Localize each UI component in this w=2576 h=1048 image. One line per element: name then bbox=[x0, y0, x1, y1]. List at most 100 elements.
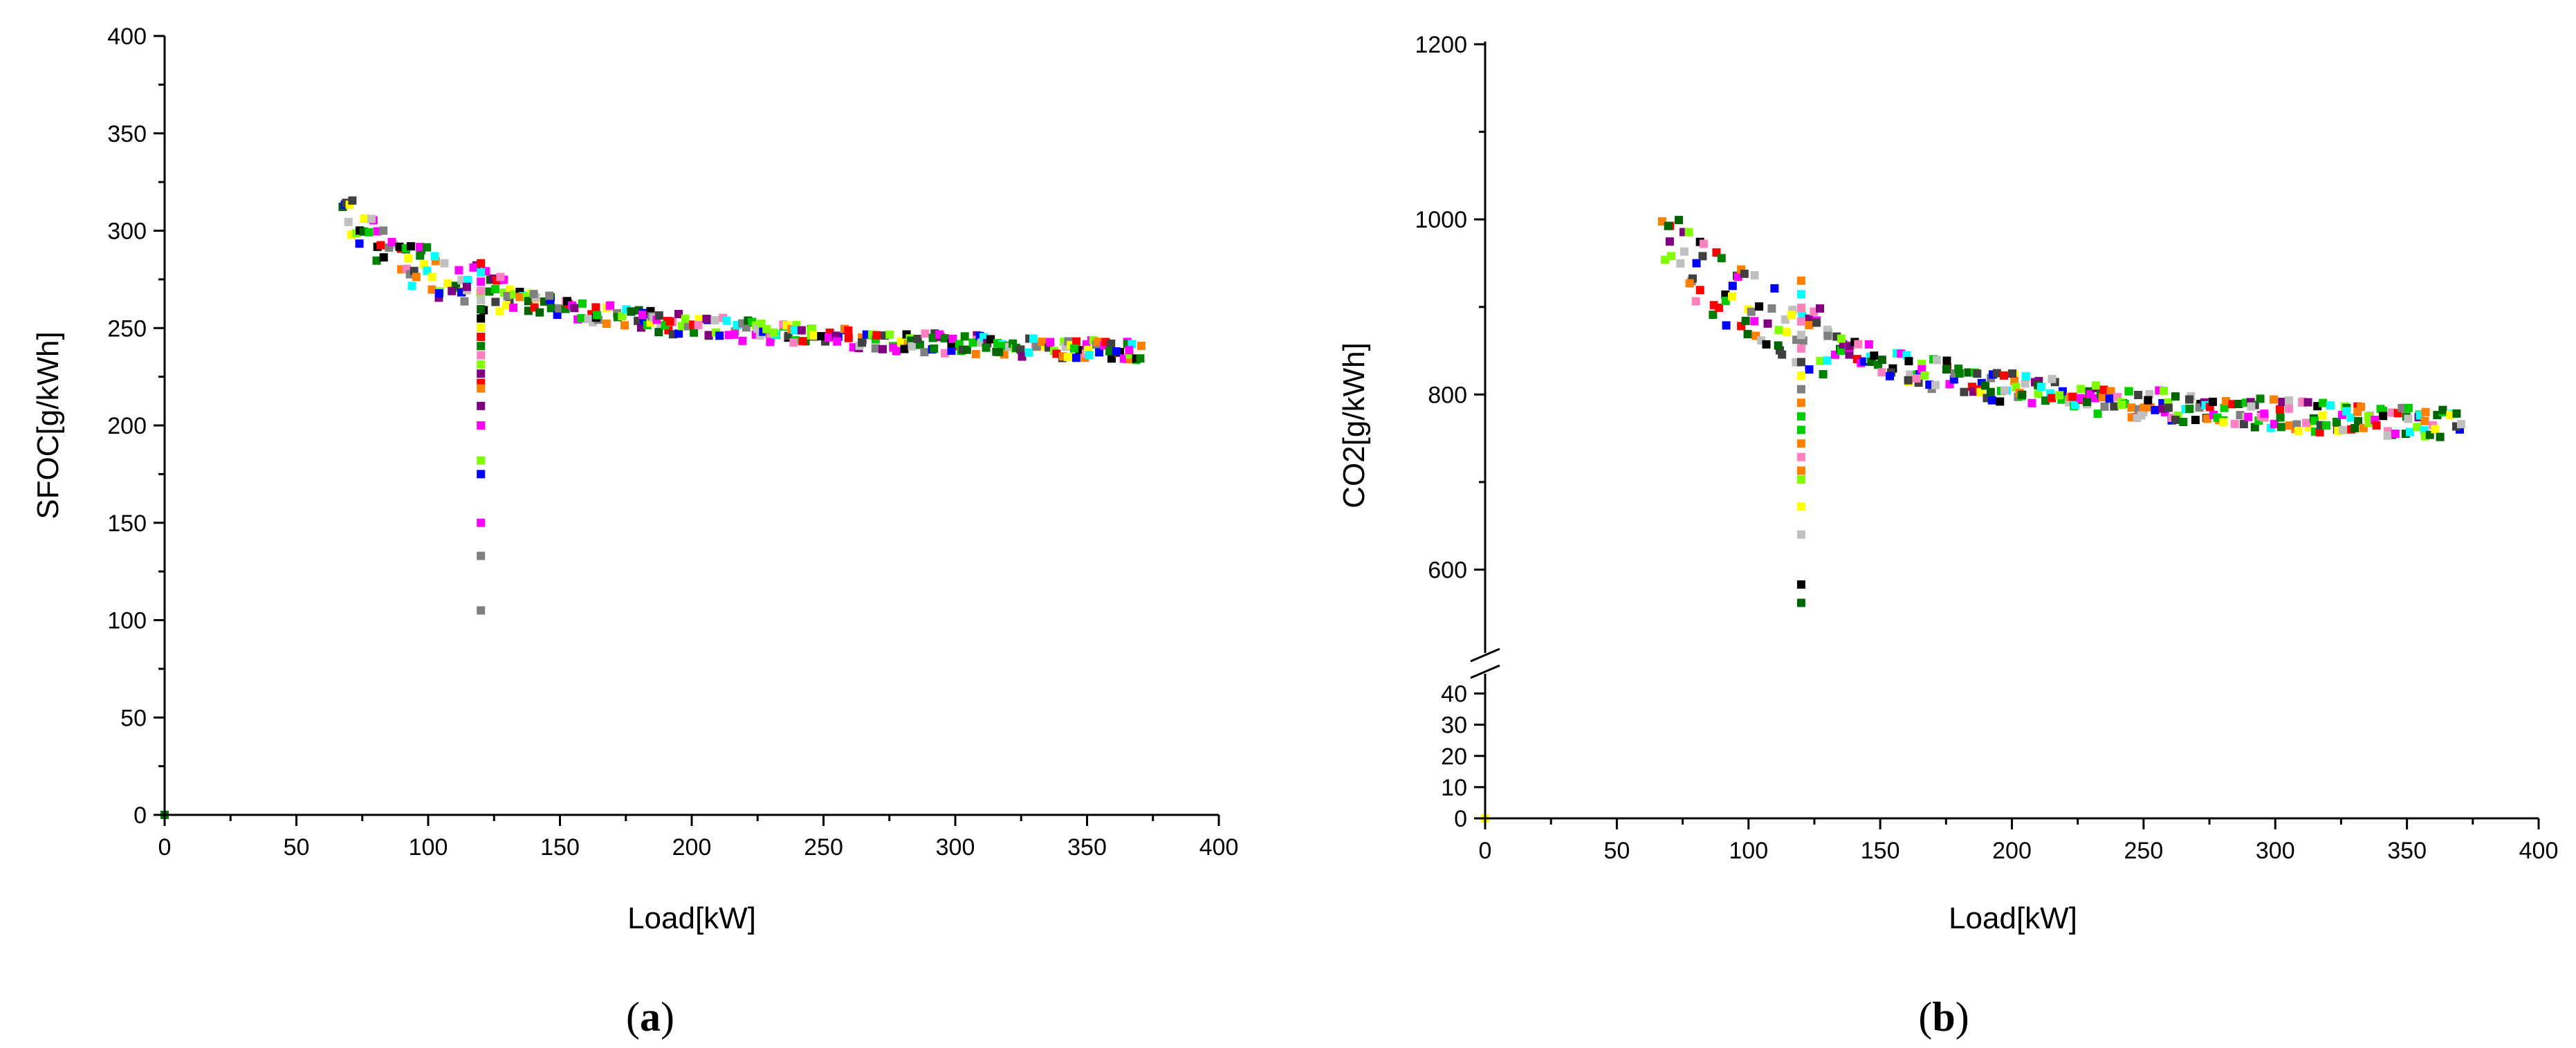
x-tick-label: 50 bbox=[1603, 838, 1630, 864]
data-point bbox=[2260, 410, 2269, 419]
data-point bbox=[960, 332, 969, 341]
data-point bbox=[1774, 326, 1783, 335]
data-point bbox=[1812, 318, 1821, 327]
data-point bbox=[2452, 409, 2461, 418]
data-point bbox=[2321, 421, 2330, 430]
data-point bbox=[546, 304, 555, 313]
data-point bbox=[638, 311, 647, 320]
data-point bbox=[2391, 429, 2400, 438]
data-point bbox=[2326, 401, 2335, 410]
data-point bbox=[1796, 452, 1805, 461]
data-point bbox=[2292, 420, 2301, 429]
data-point bbox=[477, 518, 486, 527]
data-point bbox=[495, 307, 504, 316]
data-point bbox=[1071, 353, 1080, 362]
data-point bbox=[477, 421, 486, 430]
data-point bbox=[674, 329, 683, 338]
data-point bbox=[1770, 284, 1779, 293]
data-point bbox=[715, 331, 724, 340]
data-point bbox=[1016, 345, 1025, 354]
data-point bbox=[2276, 413, 2285, 422]
y-tick-label: 40 bbox=[1441, 681, 1467, 708]
data-point bbox=[1877, 368, 1886, 377]
data-point bbox=[948, 334, 957, 343]
data-point bbox=[423, 243, 432, 252]
data-point bbox=[762, 324, 771, 333]
data-point bbox=[412, 273, 421, 282]
data-point bbox=[1783, 328, 1792, 337]
data-point bbox=[591, 303, 600, 312]
data-point bbox=[1986, 387, 1995, 396]
data-point bbox=[871, 344, 880, 353]
data-point bbox=[1038, 338, 1047, 347]
data-point bbox=[1727, 292, 1736, 301]
data-point bbox=[477, 342, 486, 351]
data-point bbox=[578, 299, 587, 308]
y-tick-label: 350 bbox=[107, 121, 147, 147]
scatter-points-b bbox=[1481, 216, 2465, 822]
data-point bbox=[460, 297, 469, 306]
data-point bbox=[1796, 466, 1805, 475]
data-point bbox=[2364, 412, 2373, 421]
x-ticks-b: 0 50 100 150 200 250 300 350 400 bbox=[1479, 818, 2558, 864]
data-point bbox=[900, 344, 909, 353]
y-ticks-a: 0 50 100 150 200 250 300 350 400 bbox=[107, 24, 165, 829]
data-point bbox=[502, 301, 510, 310]
chart-panel-a: 0 50 100 150 200 250 300 350 400 0 50 100 150 200 250… bbox=[31, 24, 1238, 1040]
data-point bbox=[1837, 334, 1846, 343]
data-point bbox=[555, 304, 564, 313]
data-point bbox=[702, 314, 711, 323]
data-point bbox=[2151, 405, 2160, 414]
data-point bbox=[1845, 350, 1854, 359]
data-point bbox=[1107, 339, 1116, 348]
data-point bbox=[995, 347, 1004, 356]
data-point bbox=[1692, 259, 1701, 268]
data-point bbox=[986, 335, 995, 344]
data-point bbox=[2124, 387, 2133, 396]
data-point bbox=[1796, 598, 1805, 607]
data-point bbox=[415, 243, 424, 252]
data-point bbox=[2379, 412, 2388, 421]
data-point bbox=[2247, 402, 2256, 411]
data-point bbox=[1112, 347, 1121, 356]
data-point bbox=[1837, 346, 1846, 355]
data-point bbox=[2405, 428, 2414, 436]
data-point bbox=[2099, 385, 2108, 394]
data-point bbox=[674, 309, 683, 318]
data-point bbox=[2446, 411, 2455, 420]
data-point bbox=[896, 338, 905, 347]
data-point bbox=[477, 305, 486, 314]
data-point bbox=[1796, 276, 1805, 285]
data-point bbox=[1685, 279, 1694, 288]
x-tick-label: 100 bbox=[1729, 838, 1768, 864]
data-point bbox=[1137, 341, 1146, 350]
data-point bbox=[2055, 391, 2064, 400]
y-axis-title-a: SFOC[g/kWh] bbox=[31, 331, 65, 519]
data-point bbox=[1796, 331, 1805, 340]
data-point bbox=[477, 323, 486, 332]
data-point bbox=[1877, 356, 1886, 365]
data-point bbox=[477, 286, 486, 295]
data-point bbox=[2208, 397, 2217, 406]
data-point bbox=[1741, 316, 1750, 325]
data-point bbox=[620, 321, 629, 330]
data-point bbox=[2372, 421, 2381, 430]
data-point bbox=[407, 282, 416, 291]
axis-break-mark-b bbox=[1470, 647, 1500, 679]
data-point bbox=[477, 369, 486, 378]
data-point bbox=[1992, 369, 2001, 378]
data-point bbox=[797, 326, 806, 335]
data-point bbox=[2438, 405, 2447, 414]
data-point bbox=[2346, 413, 2355, 422]
data-point bbox=[2228, 400, 2237, 409]
data-point bbox=[784, 331, 793, 340]
data-point bbox=[2354, 416, 2363, 425]
data-point bbox=[1709, 310, 1718, 319]
data-point bbox=[2319, 398, 2328, 407]
data-point bbox=[2413, 423, 2422, 432]
data-point bbox=[2342, 407, 2351, 416]
data-point bbox=[367, 214, 376, 223]
data-point bbox=[1931, 380, 1940, 389]
data-point bbox=[1666, 252, 1675, 261]
x-tick-label: 300 bbox=[936, 834, 975, 861]
